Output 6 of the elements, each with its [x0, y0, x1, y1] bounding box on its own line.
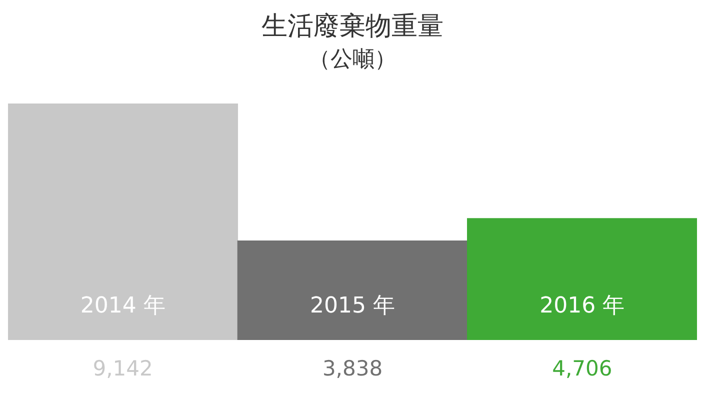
chart-title: 生活廢棄物重量	[262, 11, 444, 42]
x-tick-label: 2016 年	[540, 294, 625, 319]
data-label: 3,838	[322, 356, 383, 380]
chart-subtitle: （公噸）	[308, 47, 396, 72]
x-tick-label: 2015 年	[310, 294, 395, 319]
data-label: 4,706	[552, 356, 612, 380]
